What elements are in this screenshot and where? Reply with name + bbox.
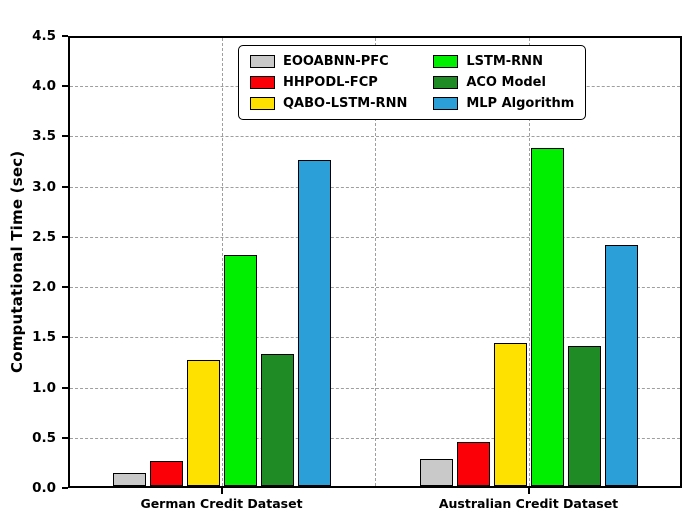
legend: EOOABNN-PFC HHPODL-FCP QABO-LSTM-RNN LSTM-R… [238,45,587,120]
legend-column: LSTM-RNN ACO Model MLP Algorithm [433,54,574,111]
y-tick-mark [62,85,68,88]
bar-qabo-lstm-rnn [493,343,527,486]
legend-label: LSTM-RNN [466,54,543,69]
y-tick-label: 0.5 [32,429,56,446]
y-axis-label: Computational Time (sec) [8,150,26,374]
bar-aco-model [567,346,601,486]
x-tick-label: German Credit Dataset [140,496,303,511]
legend-item-lstm-rnn: LSTM-RNN [433,54,574,69]
y-tick-label: 4.5 [32,28,56,44]
bar-mlp-algorithm [297,160,331,486]
y-tick-mark [62,235,68,238]
legend-label: QABO-LSTM-RNN [283,96,408,111]
y-tick-mark [62,386,68,389]
legend-swatch [433,97,459,110]
legend-swatch [433,76,459,89]
v-gridline [375,38,376,486]
y-tick-mark [62,185,68,188]
bar-aco-model [260,354,294,486]
y-tick-label: 1.5 [32,329,56,346]
x-tick-label: Australian Credit Dataset [438,496,619,511]
y-tick-mark [62,436,68,439]
legend-swatch [250,97,275,110]
bar-mlp-algorithm [604,245,638,486]
y-tick-label: 1.0 [32,379,56,396]
legend-swatch [433,55,459,68]
legend-swatch [250,55,275,68]
bar-lstm-rnn [530,148,564,486]
bar-lstm-rnn [223,255,257,486]
y-tick-label: 3.0 [32,178,56,195]
y-tick-mark [62,35,68,37]
bar-eooabnn-pfc [419,459,453,486]
x-tick-mark [527,488,530,494]
legend-column: EOOABNN-PFC HHPODL-FCP QABO-LSTM-RNN [250,54,407,111]
x-tick-mark [220,488,223,494]
legend-label: MLP Algorithm [466,96,575,111]
legend-swatch [250,76,275,89]
bar-eooabnn-pfc [112,473,146,486]
plot-area: EOOABNN-PFC HHPODL-FCP QABO-LSTM-RNN LSTM-R… [68,36,682,488]
legend-item-eooabnn-pfc: EOOABNN-PFC [250,54,407,69]
bars-layer [70,38,680,486]
y-tick-label: 4.0 [32,78,56,95]
bar-hhpodl-fcp [149,461,183,486]
y-tick-mark [62,135,68,138]
legend-item-qabo-lstm-rnn: QABO-LSTM-RNN [250,96,407,111]
v-gridline [221,38,223,486]
legend-item-aco-model: ACO Model [433,75,574,90]
y-tick-label: 2.0 [32,279,56,296]
y-tick-label: 0.0 [32,480,56,496]
bar-hhpodl-fcp [456,442,490,486]
v-gridline [528,38,530,486]
y-tick-label: 3.5 [32,128,56,145]
legend-label: EOOABNN-PFC [283,54,389,69]
legend-item-mlp-algorithm: MLP Algorithm [433,96,574,111]
legend-label: HHPODL-FCP [283,75,378,90]
y-tick-mark [62,336,68,339]
legend-item-hhpodl-fcp: HHPODL-FCP [250,75,407,90]
y-tick-mark [62,286,68,289]
y-tick-mark [62,487,68,489]
y-tick-label: 2.5 [32,228,56,245]
bar-qabo-lstm-rnn [186,360,220,486]
legend-label: ACO Model [466,75,546,90]
